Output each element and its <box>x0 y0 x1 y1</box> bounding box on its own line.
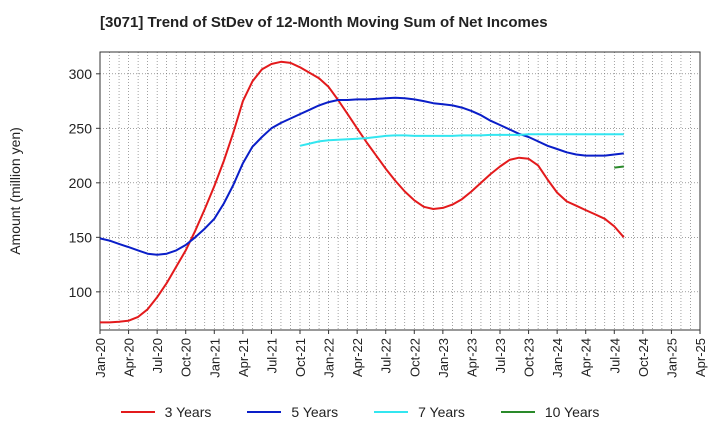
series-lines <box>99 60 625 324</box>
legend-item: 10 Years <box>500 404 600 420</box>
x-tick-label: Oct-20 <box>179 338 194 377</box>
plot-area <box>99 51 701 331</box>
x-tick-label: Jan-20 <box>93 338 108 378</box>
x-tick-label: Jan-24 <box>550 338 565 378</box>
x-tick-labels: Jan-20 Apr-20 Jul-20 Oct-20 Jan-21 Apr-21 Jul-… <box>93 330 708 378</box>
x-tick-label: Oct-24 <box>636 338 651 377</box>
x-tick-label: Apr-22 <box>350 338 365 377</box>
legend: 3 Years 5 Years 7 Years 10 Years <box>0 404 720 420</box>
series-line-10-years <box>614 165 624 169</box>
x-tick-label: Jan-22 <box>322 338 337 378</box>
y-tick-label: 200 <box>69 175 93 191</box>
series-line-7-years <box>299 133 624 147</box>
x-tick-label: Apr-25 <box>693 338 708 377</box>
x-tick-label: Jan-23 <box>436 338 451 378</box>
legend-item: 7 Years <box>374 404 465 420</box>
x-tick-label: Apr-24 <box>579 338 594 377</box>
legend-item: 5 Years <box>247 404 338 420</box>
chart-title: [3071] Trend of StDev of 12-Month Moving… <box>100 14 548 31</box>
series-line-3-years <box>100 60 625 324</box>
legend-swatch <box>374 411 409 413</box>
legend-item: 3 Years <box>120 404 212 420</box>
grid-lines <box>100 52 700 330</box>
x-tick-label: Apr-21 <box>236 338 251 377</box>
series-line-5-years <box>99 96 624 256</box>
x-tick-label: Jul-20 <box>150 338 165 373</box>
x-tick-label: Oct-23 <box>522 338 537 377</box>
x-tick-label: Jul-22 <box>379 338 394 373</box>
x-tick-label: Apr-20 <box>122 338 137 377</box>
legend-swatch <box>120 411 155 413</box>
legend-swatch <box>500 411 535 413</box>
x-tick-label: Jul-24 <box>607 338 622 373</box>
y-tick-label: 250 <box>69 120 93 136</box>
x-tick-label: Jan-25 <box>664 338 679 378</box>
x-tick-label: Jul-21 <box>264 338 279 373</box>
x-tick-label: Jul-23 <box>493 338 508 373</box>
legend-label: 3 Years <box>164 404 212 420</box>
x-tick-label: Oct-22 <box>407 338 422 377</box>
y-tick-labels: 100 150 200 250 300 <box>69 66 100 300</box>
legend-label: 5 Years <box>291 404 339 420</box>
legend-swatch <box>247 411 282 413</box>
x-tick-label: Apr-23 <box>464 338 479 377</box>
legend-label: 7 Years <box>418 404 465 420</box>
y-tick-label: 100 <box>69 284 93 300</box>
x-tick-label: Jan-21 <box>207 338 222 378</box>
y-tick-label: 300 <box>69 66 93 82</box>
y-axis-label: Amount (million yen) <box>7 127 23 255</box>
legend-label: 10 Years <box>544 404 600 420</box>
x-tick-label: Oct-21 <box>293 338 308 377</box>
y-tick-label: 150 <box>69 229 93 245</box>
